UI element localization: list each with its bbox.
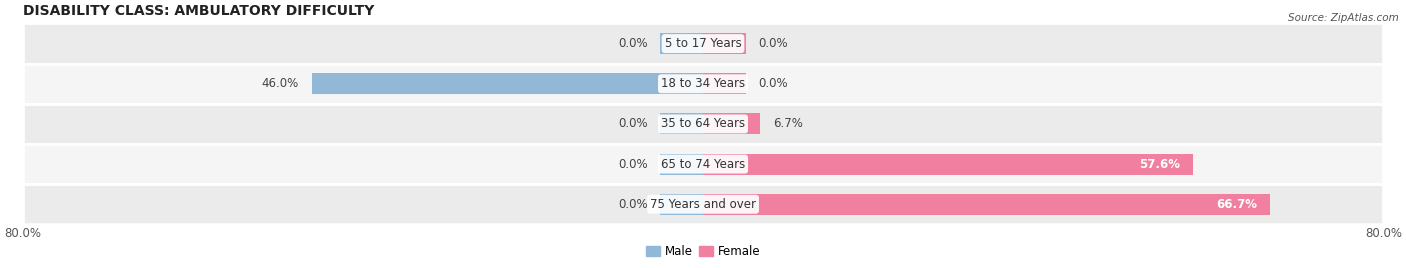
Bar [22,184,1384,224]
Text: 35 to 64 Years: 35 to 64 Years [661,117,745,131]
Text: 18 to 34 Years: 18 to 34 Years [661,77,745,90]
Bar [312,73,703,94]
Text: 0.0%: 0.0% [758,37,787,50]
Text: 65 to 74 Years: 65 to 74 Years [661,158,745,171]
Text: 0.0%: 0.0% [619,198,648,211]
Text: 46.0%: 46.0% [262,77,299,90]
Bar [22,144,1384,184]
Bar [22,24,1384,64]
Bar [22,64,1384,104]
Text: 0.0%: 0.0% [619,117,648,131]
Bar [661,194,703,215]
Bar [703,194,1270,215]
Text: 66.7%: 66.7% [1216,198,1257,211]
Text: DISABILITY CLASS: AMBULATORY DIFFICULTY: DISABILITY CLASS: AMBULATORY DIFFICULTY [22,4,374,18]
Text: 57.6%: 57.6% [1139,158,1180,171]
Bar [703,113,761,134]
Bar [703,33,745,54]
Bar [22,104,1384,144]
Bar [661,113,703,134]
Bar [661,33,703,54]
Text: 6.7%: 6.7% [773,117,803,131]
Text: Source: ZipAtlas.com: Source: ZipAtlas.com [1288,13,1399,23]
Text: 0.0%: 0.0% [619,158,648,171]
Text: 0.0%: 0.0% [619,37,648,50]
Text: 0.0%: 0.0% [758,77,787,90]
Bar [703,73,745,94]
Bar [661,154,703,174]
Text: 5 to 17 Years: 5 to 17 Years [665,37,741,50]
Bar [703,154,1192,174]
Text: 75 Years and over: 75 Years and over [650,198,756,211]
Legend: Male, Female: Male, Female [641,240,765,263]
